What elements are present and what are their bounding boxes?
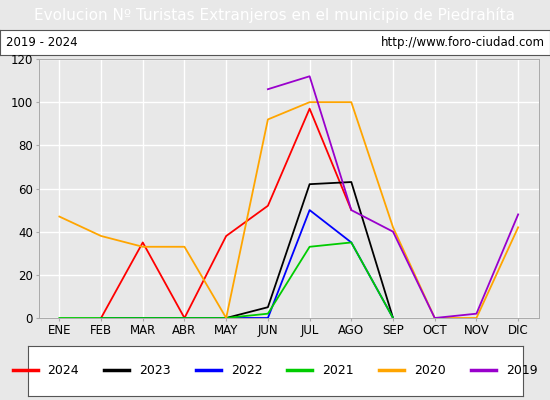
Text: 2019 - 2024: 2019 - 2024 [6,36,77,49]
Text: Evolucion Nº Turistas Extranjeros en el municipio de Piedrahíta: Evolucion Nº Turistas Extranjeros en el … [35,7,515,23]
Text: http://www.foro-ciudad.com: http://www.foro-ciudad.com [381,36,544,49]
Legend: 2024, 2023, 2022, 2021, 2020, 2019: 2024, 2023, 2022, 2021, 2020, 2019 [8,360,542,382]
